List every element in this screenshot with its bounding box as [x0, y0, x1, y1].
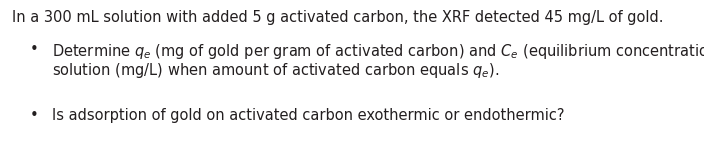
Text: Determine $\boldsymbol{q_e}$ (mg of gold per gram of activated carbon) and $\bol: Determine $\boldsymbol{q_e}$ (mg of gold… — [52, 42, 704, 61]
Text: In a 300 mL solution with added 5 g activated carbon, the XRF detected 45 mg/L o: In a 300 mL solution with added 5 g acti… — [12, 10, 663, 25]
Text: solution (mg/L) when amount of activated carbon equals $\boldsymbol{q_e}$).: solution (mg/L) when amount of activated… — [52, 61, 499, 80]
Text: •: • — [30, 42, 39, 57]
Text: •: • — [30, 108, 39, 123]
Text: Is adsorption of gold on activated carbon exothermic or endothermic?: Is adsorption of gold on activated carbo… — [52, 108, 565, 123]
